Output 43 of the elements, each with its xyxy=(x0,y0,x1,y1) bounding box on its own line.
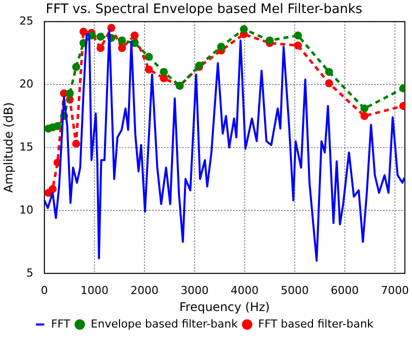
point xyxy=(144,65,153,74)
x-tick-label: 0 xyxy=(40,284,48,297)
legend-label: FFT based filter-bank xyxy=(258,317,374,330)
y-tick-label: 20 xyxy=(19,77,34,90)
point xyxy=(118,36,126,44)
y-axis-title: Amplitude (dB) xyxy=(1,102,16,193)
point xyxy=(325,68,334,76)
y-tick-label: 10 xyxy=(19,203,34,216)
x-tick-label: 5000 xyxy=(280,284,309,297)
legend-label: FFT xyxy=(51,317,71,330)
point xyxy=(360,112,368,120)
point xyxy=(118,44,126,52)
legend-label: Envelope based filter-bank xyxy=(90,317,238,330)
point xyxy=(79,28,88,36)
x-tick-label: 4000 xyxy=(230,284,259,297)
point xyxy=(72,62,80,71)
point xyxy=(325,79,334,88)
point xyxy=(144,52,153,61)
point xyxy=(294,42,302,50)
x-tick-label: 6000 xyxy=(330,284,359,297)
chart-title: FFT vs. Spectral Envelope based Mel Filter-banks xyxy=(46,2,363,18)
y-tick-label: 15 xyxy=(19,140,34,154)
point xyxy=(160,68,168,76)
point xyxy=(266,36,274,44)
point xyxy=(294,31,302,40)
x-tick-label: 3000 xyxy=(180,284,209,297)
point xyxy=(130,31,139,40)
x-tick-label: 1000 xyxy=(80,284,108,297)
y-tick-label: 5 xyxy=(26,266,34,280)
point xyxy=(240,25,248,34)
point xyxy=(217,42,226,51)
point xyxy=(360,104,368,112)
x-axis-title: Frequency (Hz) xyxy=(179,300,270,314)
x-tick-label: 7000 xyxy=(380,284,409,297)
y-tick-label: 25 xyxy=(19,14,34,28)
point xyxy=(107,24,116,32)
point xyxy=(66,89,74,98)
point xyxy=(54,122,62,130)
point xyxy=(72,140,80,148)
x-tick-label: 2000 xyxy=(130,284,159,297)
point xyxy=(96,32,105,41)
point xyxy=(48,185,57,194)
point xyxy=(96,44,105,52)
